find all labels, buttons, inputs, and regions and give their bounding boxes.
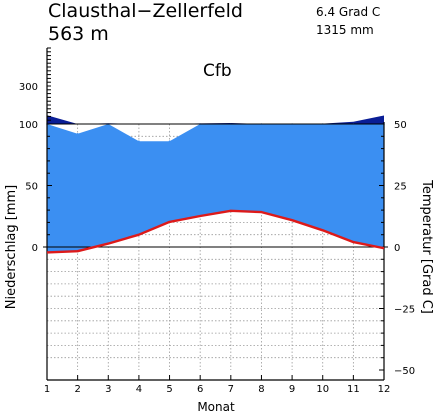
axes-layer: [43, 47, 388, 381]
station-elevation: 563 m: [48, 23, 109, 45]
month-tick-label: 7: [228, 384, 234, 395]
month-tick-label: 8: [258, 384, 264, 395]
temperature-layer: [46, 209, 385, 254]
month-tick-label: 4: [136, 384, 142, 395]
annual-precipitation: 1315 mm: [316, 23, 374, 37]
temp-tick-label: −50: [394, 366, 415, 377]
precip-area-layer: [46, 115, 385, 253]
perhumid-area: [47, 115, 384, 124]
precip-tick-label: 100: [19, 120, 38, 131]
precip-point: [168, 140, 171, 143]
temp-tick-label: 25: [394, 182, 407, 193]
precip-tick-label: 0: [32, 243, 38, 254]
month-tick-label: 11: [347, 384, 360, 395]
precip-tick-label: 300: [19, 82, 38, 93]
left-axis-label: Niederschlag [mm]: [4, 185, 19, 310]
x-axis-label: Monat: [197, 400, 235, 414]
mean-temperature: 6.4 Grad C: [316, 5, 380, 19]
month-tick-label: 10: [316, 384, 329, 395]
temp-tick-label: 50: [394, 120, 407, 131]
precip-tick-label: 50: [25, 182, 38, 193]
humid-area: [47, 124, 384, 253]
month-tick-label: 6: [197, 384, 203, 395]
precip-point: [76, 133, 79, 135]
station-name: Clausthal−Zellerfeld: [48, 0, 243, 22]
climate-class: Cfb: [203, 61, 232, 81]
temperature-line: [46, 209, 385, 254]
precip-point: [138, 140, 140, 143]
month-tick-label: 12: [378, 384, 391, 395]
right-axis-label: Temperatur [Grad C]: [419, 179, 434, 314]
month-tick-label: 5: [166, 384, 172, 395]
month-tick-label: 9: [289, 384, 295, 395]
temp-tick-label: −25: [394, 305, 415, 316]
month-tick-label: 3: [105, 384, 111, 395]
temp-tick-label: 0: [394, 243, 400, 254]
month-tick-label: 1: [44, 384, 50, 395]
month-tick-label: 2: [74, 384, 80, 395]
